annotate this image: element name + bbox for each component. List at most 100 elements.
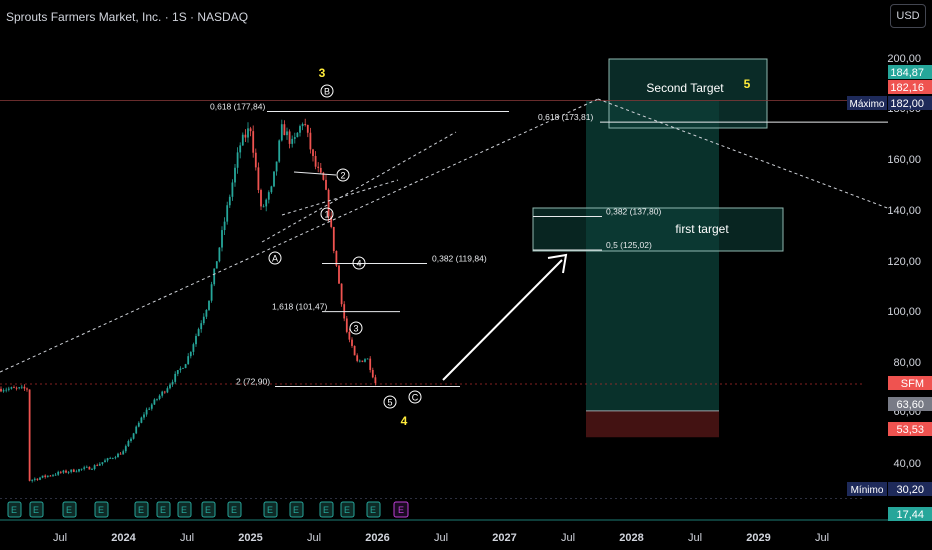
earnings-marker[interactable] [263, 501, 278, 518]
candle [309, 132, 312, 150]
candle [80, 468, 83, 470]
candle [262, 206, 265, 208]
candle [278, 140, 281, 162]
x-tick-label: 2029 [746, 532, 770, 544]
candle [189, 351, 192, 357]
candle [283, 124, 286, 136]
wave-circle [352, 256, 366, 270]
earnings-marker-label: E [293, 505, 299, 515]
channel-line-2 [281, 179, 399, 216]
price-tag-name: Mínimo [851, 485, 884, 496]
price-tag-label: 30,20 [896, 484, 924, 496]
candle [2, 390, 5, 392]
candle [234, 167, 236, 183]
candle [20, 386, 23, 388]
currency-button[interactable]: USD [890, 4, 926, 28]
candle [72, 469, 75, 472]
earnings-marker[interactable] [319, 501, 334, 518]
x-tick-label: Jul [434, 532, 448, 544]
candle [291, 138, 294, 144]
second-target-label: Second Target [646, 81, 724, 95]
earnings-marker-label: E [370, 505, 376, 515]
earnings-marker[interactable] [289, 501, 304, 518]
candle [174, 373, 177, 382]
candle [374, 377, 377, 384]
candle [46, 475, 49, 477]
earnings-marker-label: E [205, 505, 211, 515]
candle [13, 387, 15, 389]
candle [88, 466, 91, 470]
candle [33, 478, 36, 480]
earnings-marker-label: E [181, 505, 187, 515]
candle [41, 475, 44, 478]
candle [5, 389, 8, 391]
candle [111, 457, 114, 459]
candle [236, 152, 239, 168]
fib-label: 0,382 (137,80) [606, 206, 661, 216]
chart-title: Sprouts Farmers Market, Inc. · 1S · NASD… [6, 10, 249, 24]
candle [361, 360, 364, 362]
x-tick-label: Jul [307, 532, 321, 544]
candle [23, 386, 26, 389]
earnings-marker-label: E [33, 505, 39, 515]
candle [171, 381, 174, 385]
candle [135, 426, 138, 434]
price-tag-label: 184,87 [890, 67, 924, 79]
price-tag-label: 53,53 [896, 424, 924, 436]
candle [49, 475, 52, 477]
earnings-marker-label: E [98, 505, 104, 515]
x-tick-label: 2026 [365, 532, 389, 544]
earnings-marker[interactable] [94, 501, 109, 518]
earnings-marker[interactable] [201, 501, 216, 518]
candle [241, 134, 244, 146]
candle [301, 124, 304, 127]
candle [267, 192, 270, 200]
price-tag-label: 17,44 [896, 509, 924, 521]
candle [270, 186, 273, 193]
earnings-marker[interactable] [134, 501, 149, 518]
candle [325, 179, 327, 190]
target-arrow-head [547, 253, 568, 274]
candle [70, 469, 73, 472]
earnings-marker[interactable] [29, 501, 44, 518]
earnings-marker[interactable] [177, 501, 192, 518]
candle [119, 453, 122, 455]
candle [205, 309, 208, 317]
candle [85, 466, 88, 468]
y-tick-label: 40,00 [893, 458, 921, 470]
earnings-marker[interactable] [227, 501, 242, 518]
candle [127, 441, 130, 447]
first-target-label: first target [675, 222, 729, 236]
candle [348, 331, 351, 340]
price-tag [888, 507, 932, 521]
candle [314, 155, 317, 167]
wave-circle [320, 207, 334, 221]
trendline-down [597, 98, 891, 210]
earnings-marker[interactable] [366, 501, 381, 518]
price-tag-name-bg [847, 482, 887, 496]
candle [98, 463, 101, 466]
candle [109, 458, 112, 459]
candle [163, 391, 166, 393]
candle [166, 388, 169, 393]
target-zone [586, 100, 719, 411]
earnings-marker-label: E [160, 505, 166, 515]
earnings-marker[interactable] [156, 501, 171, 518]
candle [197, 329, 200, 337]
x-tick-label: Jul [561, 532, 575, 544]
candle [247, 128, 249, 138]
future-earnings-marker[interactable] [393, 501, 409, 518]
candle [210, 284, 213, 301]
earnings-marker[interactable] [62, 501, 77, 518]
fib-label: 1,618 (101,47) [272, 302, 327, 312]
earnings-marker-label: E [11, 505, 17, 515]
future-earnings-label: E [398, 505, 404, 515]
candle [156, 398, 158, 400]
wave-label: 4 [356, 259, 361, 269]
candle [145, 409, 148, 415]
earnings-marker[interactable] [7, 501, 22, 518]
earnings-marker[interactable] [340, 501, 355, 518]
price-tag [888, 80, 932, 94]
price-tag [888, 422, 932, 436]
